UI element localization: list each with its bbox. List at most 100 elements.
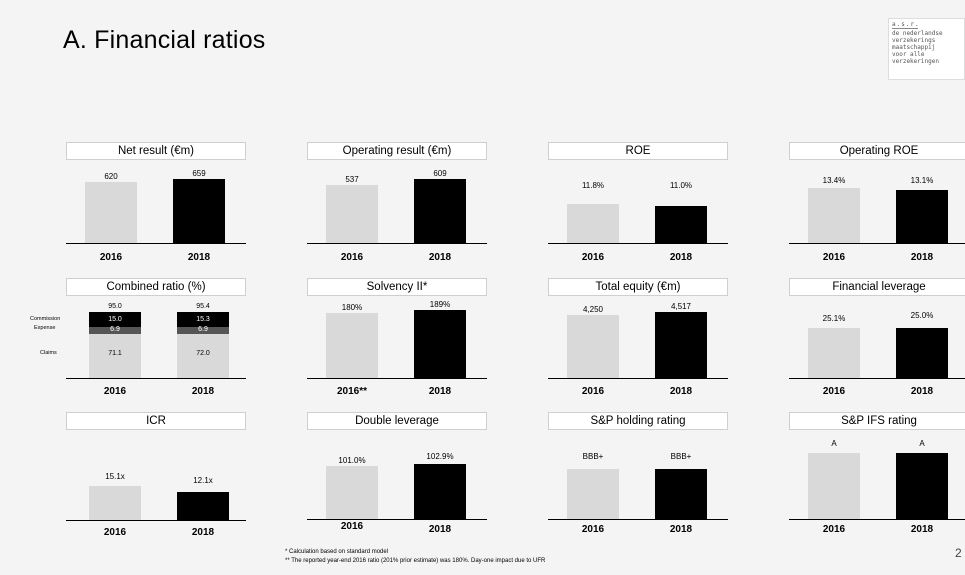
panel-title: S&P holding rating xyxy=(548,412,728,430)
bar-value-label: 101.0% xyxy=(338,456,366,465)
segment-commission xyxy=(177,312,229,327)
x-label: 2018 xyxy=(428,386,452,397)
bar-2018 xyxy=(177,492,229,520)
x-label: 2018 xyxy=(191,527,215,538)
panel-title: Solvency II* xyxy=(307,278,487,296)
panel-combined-ratio: Combined ratio (%) 95.0 15.0 6.9 71.1 95… xyxy=(30,278,286,403)
panel-icr: ICR 15.1x 12.1x 2016 2018 xyxy=(66,412,286,538)
legend-commission: Commission xyxy=(30,316,61,322)
panel-net-result: Net result (€m) 620 659 2016 2018 xyxy=(66,142,286,267)
bar-value-label: A xyxy=(831,439,837,448)
x-label: 2018 xyxy=(669,524,693,535)
panel-sp-holding-rating: S&P holding rating BBB+ BBB+ 2016 2018 xyxy=(548,412,768,537)
segment-label: 6.9 xyxy=(110,326,120,333)
logo-line: de nederlandse xyxy=(892,30,943,37)
bar-value-label: 189% xyxy=(429,300,451,309)
panel-title: Net result (€m) xyxy=(66,142,246,160)
panel-title: Combined ratio (%) xyxy=(66,278,246,296)
x-label: 2018 xyxy=(669,386,693,397)
bar-2016 xyxy=(808,188,860,243)
axis-baseline xyxy=(66,378,246,379)
bar-value-label: 12.1x xyxy=(193,476,213,485)
bar-value-label: 659 xyxy=(192,169,206,178)
bar-value-label: 609 xyxy=(433,169,447,178)
bar-total-label: 95.4 xyxy=(196,303,210,310)
axis-baseline xyxy=(548,378,728,379)
bar-2018 xyxy=(414,464,466,519)
x-label: 2016 xyxy=(581,252,605,263)
axis-baseline xyxy=(307,519,487,520)
axis-baseline xyxy=(307,243,487,244)
panel-title: Operating result (€m) xyxy=(307,142,487,160)
bar-value-label: 25.1% xyxy=(822,314,846,323)
panel-title: Operating ROE xyxy=(789,142,965,160)
bar-2016 xyxy=(326,313,378,378)
bar-value-label: 13.4% xyxy=(822,176,846,185)
segment-label: 15.3 xyxy=(196,316,210,323)
x-label: 2016 xyxy=(99,252,123,263)
axis-baseline xyxy=(307,378,487,379)
bar-2016 xyxy=(567,315,619,378)
logo-line: verzekerings xyxy=(892,37,936,44)
bar-value-label: A xyxy=(919,439,925,448)
panel-double-leverage: Double leverage 101.0% 102.9% 2016 2018 xyxy=(307,412,527,537)
bar-2018 xyxy=(655,469,707,519)
legend-claims: Claims xyxy=(40,350,57,356)
axis-baseline xyxy=(548,519,728,520)
bar-value-label: 4,517 xyxy=(670,302,692,311)
x-label: 2016 xyxy=(822,524,846,535)
x-label: 2018 xyxy=(910,252,934,263)
bar-2016 xyxy=(567,469,619,519)
bar-value-label: 4,250 xyxy=(582,305,604,314)
axis-baseline xyxy=(789,243,965,244)
segment-expense xyxy=(177,327,229,334)
company-logo: a.s.r. de nederlandse verzekerings maats… xyxy=(888,18,965,80)
x-label: 2016 xyxy=(822,386,846,397)
axis-baseline xyxy=(66,520,246,521)
segment-expense xyxy=(89,327,141,334)
axis-baseline xyxy=(66,243,246,244)
axis-baseline xyxy=(548,243,728,244)
bar-value-label: 25.0% xyxy=(910,311,934,320)
x-label: 2018 xyxy=(910,386,934,397)
x-label: 2016 xyxy=(581,386,605,397)
segment-commission xyxy=(89,312,141,327)
x-label: 2018 xyxy=(428,252,452,263)
segment-label: 71.1 xyxy=(108,350,122,357)
logo-line: maatschappij xyxy=(892,44,936,51)
bar-value-label: 180% xyxy=(341,303,363,312)
x-label: 2018 xyxy=(910,524,934,535)
x-label: 2016 xyxy=(103,386,127,397)
panel-title: Total equity (€m) xyxy=(548,278,728,296)
bar-2016 xyxy=(89,486,141,520)
panel-total-equity: Total equity (€m) 4,250 4,517 2016 2018 xyxy=(548,278,768,403)
segment-label: 6.9 xyxy=(198,326,208,333)
segment-label: 15.0 xyxy=(108,316,122,323)
bar-2018 xyxy=(896,190,948,243)
bar-2016 xyxy=(326,466,378,519)
page-title: A. Financial ratios xyxy=(63,26,266,54)
bar-value-label: BBB+ xyxy=(582,452,604,461)
bar-2016 xyxy=(808,328,860,378)
footnote: * Calculation based on standard model xyxy=(285,549,389,555)
bar-total-label: 95.0 xyxy=(108,303,122,310)
logo-line: verzekeringen xyxy=(892,58,939,65)
bar-2016 xyxy=(567,204,619,243)
x-label: 2016 xyxy=(340,521,364,532)
logo-line: voor alle xyxy=(892,51,925,58)
page-number: 2 xyxy=(955,546,962,560)
bar-value-label: 11.0% xyxy=(669,181,693,190)
bar-2018 xyxy=(655,206,707,243)
x-label: 2018 xyxy=(187,252,211,263)
x-label: 2016 xyxy=(103,527,127,538)
bar-2018 xyxy=(896,328,948,378)
bar-value-label: 620 xyxy=(104,172,118,181)
bar-2018 xyxy=(655,312,707,378)
panel-title: Financial leverage xyxy=(789,278,965,296)
bar-2018 xyxy=(414,310,466,378)
x-label: 2018 xyxy=(669,252,693,263)
bar-2016 xyxy=(326,185,378,243)
bar-2018 xyxy=(414,179,466,243)
bar-2016 xyxy=(85,182,137,243)
x-label: 2018 xyxy=(191,386,215,397)
